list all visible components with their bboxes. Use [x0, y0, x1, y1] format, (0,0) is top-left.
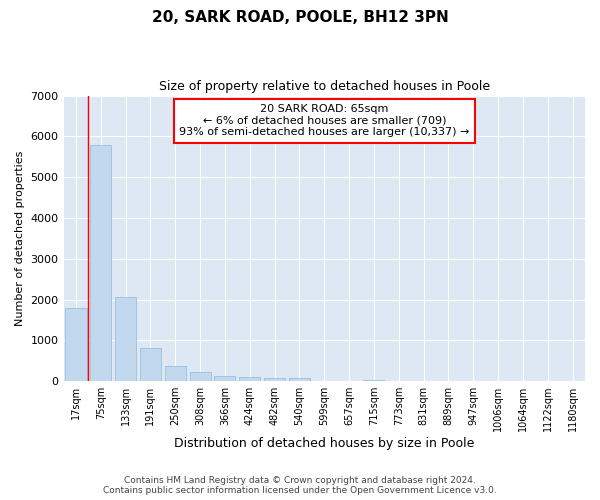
Text: 20 SARK ROAD: 65sqm
← 6% of detached houses are smaller (709)
93% of semi-detach: 20 SARK ROAD: 65sqm ← 6% of detached hou…: [179, 104, 469, 138]
Title: Size of property relative to detached houses in Poole: Size of property relative to detached ho…: [159, 80, 490, 93]
Bar: [140, 348, 161, 381]
Bar: [165, 366, 186, 381]
Bar: [289, 378, 310, 381]
Bar: [115, 298, 136, 381]
Text: 20, SARK ROAD, POOLE, BH12 3PN: 20, SARK ROAD, POOLE, BH12 3PN: [152, 10, 448, 25]
Bar: [239, 377, 260, 381]
Bar: [364, 380, 385, 381]
Bar: [65, 308, 86, 381]
Text: Contains HM Land Registry data © Crown copyright and database right 2024.
Contai: Contains HM Land Registry data © Crown c…: [103, 476, 497, 495]
Y-axis label: Number of detached properties: Number of detached properties: [15, 150, 25, 326]
Bar: [264, 378, 285, 381]
Bar: [190, 372, 211, 381]
X-axis label: Distribution of detached houses by size in Poole: Distribution of detached houses by size …: [174, 437, 475, 450]
Bar: [90, 144, 112, 381]
Bar: [214, 376, 235, 381]
